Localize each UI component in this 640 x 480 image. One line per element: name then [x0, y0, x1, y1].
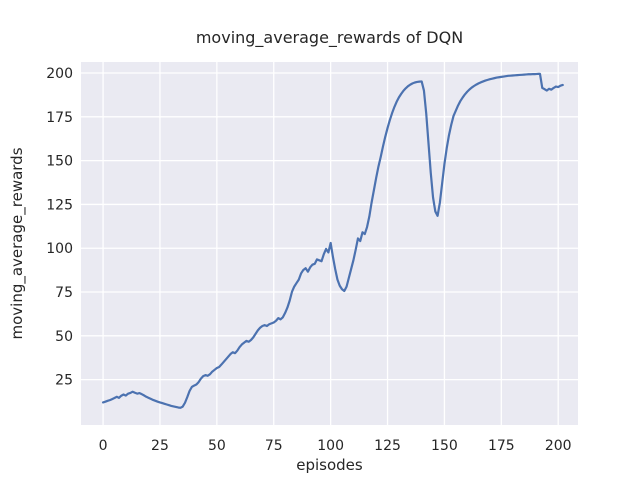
x-tick-label: 25	[151, 438, 169, 454]
y-tick-label: 175	[46, 110, 73, 126]
y-tick-label: 25	[55, 373, 73, 389]
y-tick-label: 200	[46, 66, 73, 82]
y-tick-label: 125	[46, 197, 73, 213]
x-tick-label: 50	[208, 438, 226, 454]
chart-title: moving_average_rewards of DQN	[196, 28, 463, 48]
y-tick-label: 100	[46, 241, 73, 257]
series-line-moving-average-rewards	[101, 72, 564, 409]
x-tick-label: 125	[374, 438, 401, 454]
x-tick-label: 175	[488, 438, 515, 454]
x-tick-label: 0	[99, 438, 108, 454]
y-tick-label: 75	[55, 285, 73, 301]
y-tick-label: 150	[46, 154, 73, 170]
y-axis-label: moving_average_rewards	[8, 147, 27, 339]
x-axis-label: episodes	[296, 456, 363, 474]
y-tick-label: 50	[55, 329, 73, 345]
x-tick-label: 150	[431, 438, 458, 454]
x-tick-label: 75	[265, 438, 283, 454]
x-tick-label: 200	[545, 438, 572, 454]
x-tick-label: 100	[317, 438, 344, 454]
